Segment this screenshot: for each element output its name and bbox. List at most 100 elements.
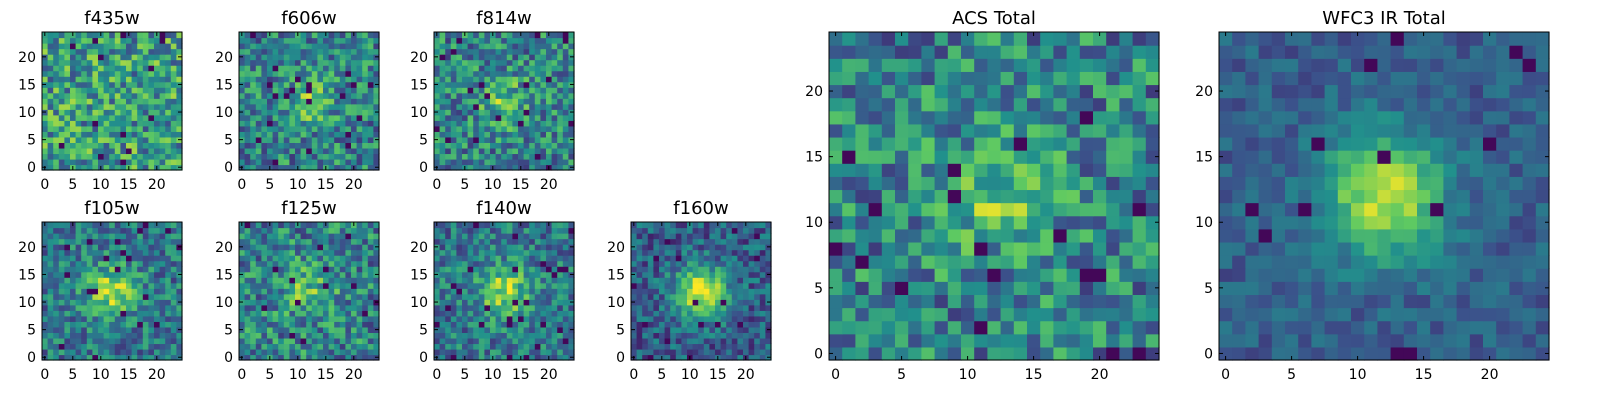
heatmap-cell [351,147,358,155]
heatmap-cell [473,310,480,317]
heatmap-cell [462,332,469,339]
heatmap-cell [300,65,307,72]
heatmap-cell [731,315,738,322]
heatmap-cell [367,142,374,149]
heatmap-cell [170,37,177,44]
heatmap-cell [272,147,279,155]
heatmap-cell [1013,268,1028,282]
x-tick-label: 5 [657,367,666,383]
heatmap-cell [47,304,54,311]
heatmap-cell [1053,176,1068,191]
heatmap-cell [339,125,346,132]
heatmap-cell [53,153,60,160]
heatmap-cell [311,59,318,66]
heatmap-cell [534,227,541,234]
heatmap-cell [165,120,172,127]
heatmap-cell [289,266,296,273]
heatmap-cell [715,233,722,240]
heatmap-cell [306,103,313,110]
heatmap-cell [126,54,133,61]
heatmap-cell [568,343,575,350]
heatmap-cell [1132,346,1147,361]
heatmap-cell [450,48,457,55]
heatmap-cell [267,114,274,121]
heatmap-cell [362,87,369,94]
heatmap-cell [64,354,71,361]
heatmap-cell [557,315,564,322]
heatmap-cell [1053,346,1068,361]
heatmap-cell [1040,228,1054,243]
x-tick-label: 15 [317,177,335,193]
heatmap-cell [456,288,463,295]
heatmap-cell [53,255,60,262]
heatmap-cell [456,103,463,110]
heatmap-cell [295,293,302,300]
heatmap-cell [434,37,441,44]
heatmap-cell [58,98,65,105]
heatmap-cell [534,125,541,132]
heatmap-cell [334,125,341,132]
heatmap-cell [362,354,369,361]
heatmap-cell [478,315,485,322]
heatmap-cell [75,120,82,127]
heatmap-cell [334,238,341,245]
heatmap-cell [170,87,177,94]
heatmap-cell [250,255,257,262]
heatmap-cell [148,48,155,55]
heatmap-cell [961,228,975,243]
heatmap-cell [244,142,251,149]
heatmap-cell [748,293,755,300]
heatmap-cell [131,125,138,132]
heatmap-cell [255,238,262,245]
heatmap-cell [754,282,761,289]
heatmap-cell [523,76,530,83]
heatmap-cell [53,65,60,72]
heatmap-cell [154,54,161,61]
heatmap-cell [148,337,155,345]
heatmap-cell [921,307,936,322]
heatmap-cell [462,114,469,121]
heatmap-cell [373,98,380,105]
heatmap-cell [748,315,755,322]
heatmap-cell [300,233,307,240]
heatmap-cell [250,147,257,155]
heatmap-cell [70,147,77,155]
heatmap-cell [53,238,60,245]
heatmap-cell [467,158,474,166]
heatmap-cell [947,281,962,295]
heatmap-cell [512,37,519,44]
heatmap-cell [92,348,99,356]
heatmap-cell [306,125,313,132]
heatmap-cell [300,164,307,171]
heatmap-cell [103,266,110,273]
heatmap-cell [351,76,358,83]
heatmap-cell [334,120,341,127]
heatmap-cell [373,321,380,328]
heatmap-cell [311,48,318,55]
x-tick-label: 15 [317,367,335,383]
heatmap-cell [506,277,513,284]
heatmap-cell [512,255,519,262]
heatmap-cell [529,348,536,356]
heatmap-cell [267,65,274,72]
heatmap-cell [64,87,71,94]
heatmap-cell [551,282,558,289]
heatmap-cell [272,277,279,284]
heatmap-cell [328,249,335,256]
heatmap-cell [373,332,380,339]
heatmap-cell [58,288,65,295]
heatmap-cell [829,294,843,309]
heatmap-cell [356,103,363,110]
heatmap-cell [636,233,643,240]
heatmap-cell [339,114,346,121]
heatmap-cell [659,260,666,267]
heatmap-cell [921,320,936,335]
heatmap-cell [47,332,54,339]
heatmap-cell [557,326,564,333]
heatmap-cell [737,321,744,328]
heatmap-cell [176,59,183,66]
heatmap-cell [289,227,296,234]
heatmap-cell [450,98,457,105]
heatmap-cell [351,332,358,339]
heatmap-cell [647,348,654,356]
